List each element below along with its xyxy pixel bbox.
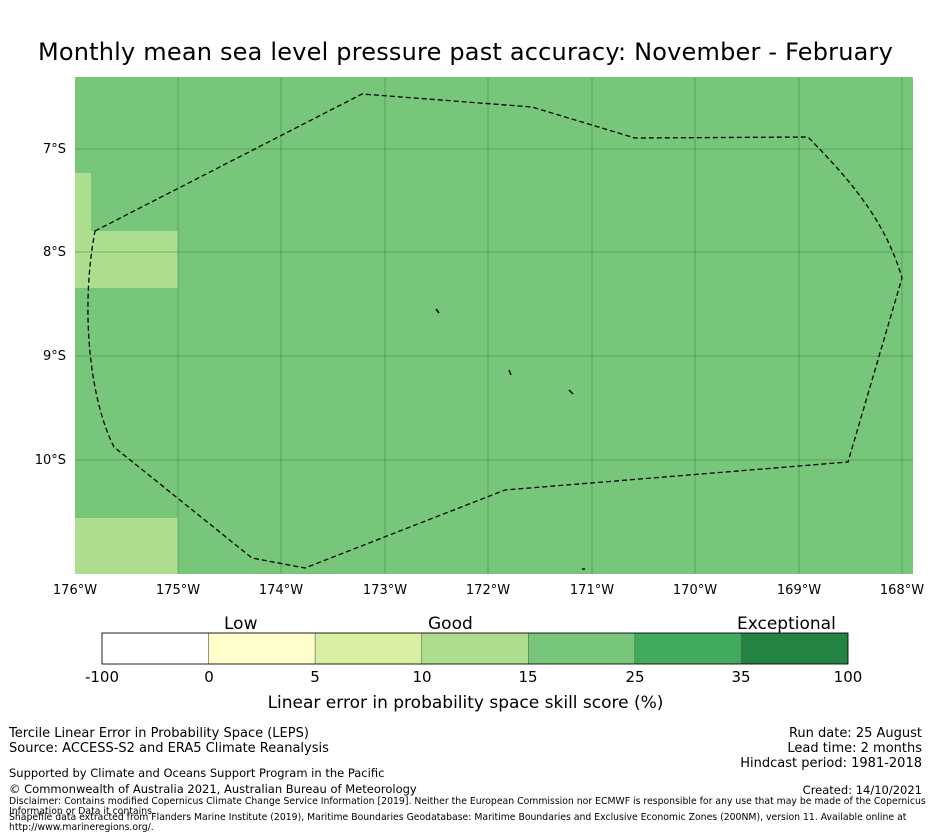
- colorbar-swatch: [101, 632, 209, 665]
- lon-tick-label: 176°W: [53, 583, 97, 598]
- disclaimer-line-2: Information or Data it contains.: [9, 806, 155, 817]
- map-figure: 176°W 175°W 174°W 173°W 172°W 171°W 170°…: [35, 77, 924, 598]
- colorbar-tick: -100: [84, 668, 120, 686]
- lon-tick-label: 175°W: [156, 583, 200, 598]
- colorbar-swatch: [314, 632, 422, 665]
- shapefile-line-2: http://www.marineregions.org/.: [9, 822, 154, 833]
- footer-created: Created: 14/10/2021: [802, 783, 922, 797]
- colorbar-swatch: [208, 632, 316, 665]
- island-fakaofo: [568, 389, 574, 395]
- lon-tick-label: 173°W: [363, 583, 407, 598]
- skill-background: [75, 77, 913, 574]
- colorbar-tick: 15: [518, 668, 538, 686]
- islands: [435, 308, 585, 570]
- lon-tick-labels: 176°W 175°W 174°W 173°W 172°W 171°W 170°…: [53, 583, 924, 598]
- gridlines: [75, 77, 913, 574]
- lat-tick-labels: 7°S 8°S 9°S 10°S: [35, 142, 66, 468]
- colorbar-tick: 35: [731, 668, 751, 686]
- disclaimer-line-1: Disclaimer: Contains modified Copernicus…: [9, 796, 926, 807]
- lon-tick-label: 168°W: [880, 583, 924, 598]
- lat-tick-label: 9°S: [43, 349, 66, 364]
- colorbar-swatch: [421, 632, 529, 665]
- colorbar-title: Linear error in probability space skill …: [267, 693, 664, 713]
- footer-lead-time: Lead time: 2 months: [787, 741, 922, 756]
- colorbar-swatch: [528, 632, 636, 665]
- lat-tick-label: 10°S: [35, 453, 66, 468]
- lon-tick-label: 171°W: [570, 583, 614, 598]
- lon-tick-label: 170°W: [673, 583, 717, 598]
- island-atafu: [435, 308, 440, 314]
- map-title: Monthly mean sea level pressure past acc…: [37, 38, 894, 66]
- footer-source: Source: ACCESS-S2 and ERA5 Climate Reana…: [9, 741, 329, 756]
- colorbar-category-good: Good: [428, 614, 473, 634]
- footer-method: Tercile Linear Error in Probability Spac…: [9, 726, 309, 741]
- lat-tick-label: 8°S: [43, 245, 66, 260]
- colorbar-tick: 25: [625, 668, 645, 686]
- lon-tick-label: 169°W: [777, 583, 821, 598]
- colorbar-tick: 100: [833, 668, 863, 686]
- colorbar-tick: 0: [204, 668, 214, 686]
- eez-boundary-line: [87, 93, 903, 569]
- colorbar-tick: 10: [412, 668, 432, 686]
- lat-tick-label: 7°S: [43, 142, 66, 157]
- lower-skill-patches: [75, 173, 178, 574]
- colorbar-tick: 5: [310, 668, 320, 686]
- colorbar-swatch: [741, 632, 849, 665]
- shapefile-line-1: Shapefile data extracted from Flanders M…: [9, 812, 907, 823]
- colorbar-swatch: [634, 632, 742, 665]
- lower-skill-patch: [75, 518, 178, 574]
- colorbar: [101, 632, 849, 665]
- lon-tick-label: 174°W: [259, 583, 303, 598]
- island-nukunonu: [508, 369, 512, 376]
- colorbar-category-low: Low: [224, 614, 258, 634]
- colorbar-category-exceptional: Exceptional: [737, 614, 836, 634]
- lower-skill-patch: [75, 231, 178, 288]
- footer-copyright: © Commonwealth of Australia 2021, Austra…: [9, 782, 417, 796]
- footer-hindcast: Hindcast period: 1981-2018: [740, 756, 922, 771]
- lower-skill-patch: [75, 173, 91, 231]
- lon-tick-label: 172°W: [466, 583, 510, 598]
- footer-run-date: Run date: 25 August: [788, 726, 922, 741]
- footer-supported: Supported by Climate and Oceans Support …: [9, 766, 385, 780]
